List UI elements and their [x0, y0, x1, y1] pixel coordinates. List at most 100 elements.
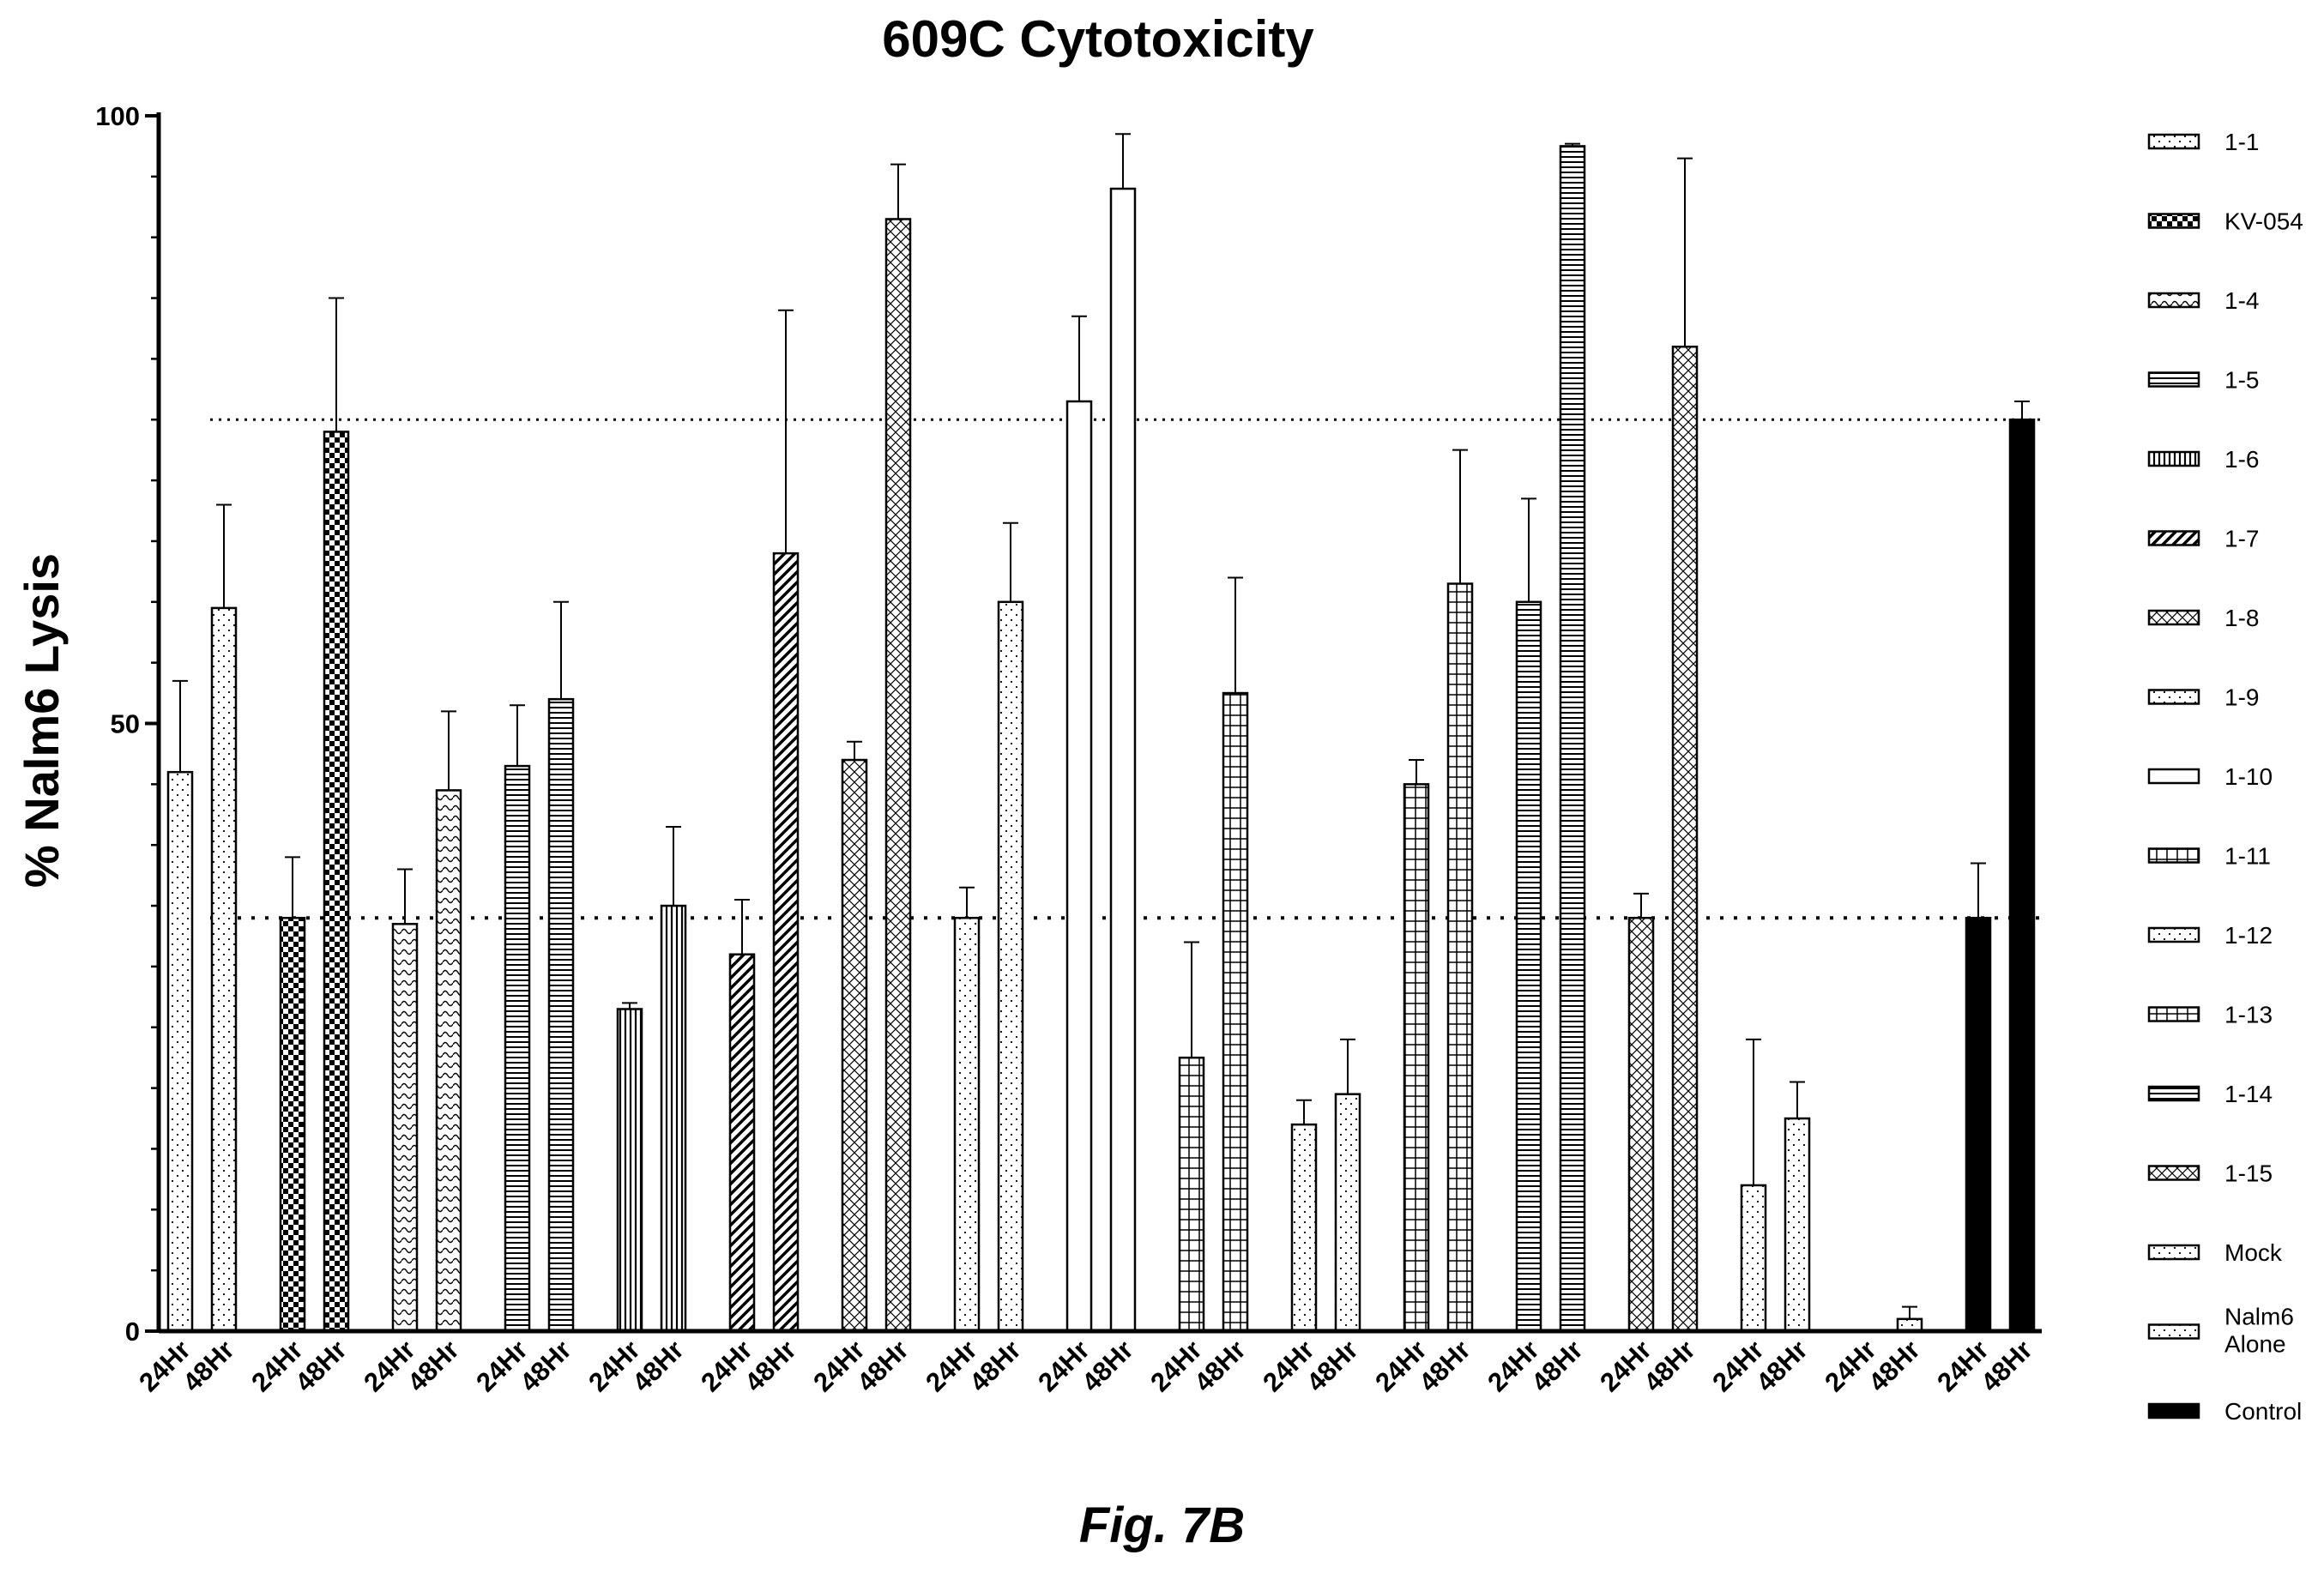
- error-bar-1-5-48hr: [553, 600, 569, 700]
- legend: 1-1 KV-054 1-4 1-5 1-6 1-7 1-8 1-9 1-10 1-11 1-12 1…: [2147, 129, 2303, 1425]
- error-bar-mock-24hr: [1746, 1038, 1761, 1185]
- y-tick-label: 100: [95, 101, 140, 131]
- bar-1-7-24hr: [728, 953, 756, 1333]
- error-bars: [172, 133, 2030, 1319]
- legend-label: 1-14: [2224, 1081, 2273, 1107]
- bar-1-8-24hr: [841, 758, 868, 1333]
- bar-1-14-24hr: [1515, 600, 1542, 1333]
- legend-label: Control: [2224, 1398, 2302, 1425]
- error-bar-1-6-48hr: [666, 825, 681, 907]
- bar-1-4-48hr: [435, 789, 462, 1333]
- legend-swatch: [2147, 530, 2200, 546]
- x-tick-label: 48Hr: [401, 1335, 464, 1397]
- y-axis-label: % Nalm6 Lysis: [15, 553, 69, 888]
- legend-swatch: [2147, 1085, 2200, 1102]
- error-bar-1-6-24hr: [622, 1002, 637, 1009]
- legend-swatch: [2147, 133, 2200, 150]
- legend-item-1-1: 1-1: [2147, 129, 2259, 155]
- error-bar-1-9-48hr: [1003, 521, 1018, 602]
- x-tick-label: 48Hr: [289, 1335, 352, 1397]
- x-tick-label: 48Hr: [626, 1335, 689, 1397]
- legend-item-kv-054: KV-054: [2147, 208, 2303, 235]
- legend-item-1-13: 1-13: [2147, 1002, 2273, 1028]
- legend-item-nalm6-alone: Nalm6 Alone: [2147, 1304, 2294, 1358]
- legend-swatch: [2147, 1244, 2200, 1261]
- legend-item-1-4: 1-4: [2147, 287, 2259, 314]
- bar-mock-24hr: [1740, 1184, 1767, 1333]
- legend-label: KV-054: [2224, 208, 2303, 235]
- error-bar-1-8-24hr: [847, 740, 862, 761]
- error-bar-1-15-48hr: [1677, 157, 1693, 347]
- error-bar-1-1-48hr: [216, 503, 232, 608]
- bar-1-10-48hr: [1109, 187, 1137, 1333]
- error-bar-control-24hr: [1971, 862, 1986, 919]
- x-tick-label: 48Hr: [851, 1335, 914, 1397]
- error-bar-1-11-48hr: [1228, 576, 1243, 694]
- bar-1-5-48hr: [547, 697, 575, 1333]
- legend-label: 1-10: [2224, 763, 2273, 790]
- error-bar-nalm6-alone-48hr: [1902, 1305, 1917, 1319]
- legend-swatch: [2147, 768, 2200, 785]
- legend-label: 1-9: [2224, 684, 2259, 711]
- error-bar-1-4-48hr: [441, 710, 456, 791]
- error-bar-1-13-24hr: [1409, 759, 1424, 785]
- legend-swatch: [2147, 450, 2200, 467]
- bar-1-8-48hr: [884, 218, 912, 1333]
- legend-item-1-14: 1-14: [2147, 1081, 2273, 1107]
- x-tick-label: 48Hr: [1413, 1335, 1476, 1397]
- error-bar-1-7-24hr: [734, 898, 750, 955]
- x-tick-label: 48Hr: [1076, 1335, 1138, 1397]
- legend-swatch: [2147, 847, 2200, 864]
- legend-item-1-15: 1-15: [2147, 1160, 2273, 1187]
- x-tick-label: 48Hr: [963, 1335, 1026, 1397]
- bar-kv-054-48hr: [323, 431, 350, 1333]
- bar-1-4-24hr: [391, 923, 419, 1333]
- x-tick-label: 48Hr: [1750, 1335, 1813, 1397]
- y-tick-label: 0: [125, 1317, 140, 1347]
- legend-label: 1-6: [2224, 446, 2259, 473]
- x-tick-label: 48Hr: [1862, 1335, 1925, 1397]
- legend-item-1-7: 1-7: [2147, 526, 2259, 552]
- legend-label: 1-15: [2224, 1160, 2273, 1187]
- error-bar-1-11-24hr: [1184, 941, 1199, 1058]
- x-tick-label: 48Hr: [1975, 1335, 2037, 1397]
- legend-item-1-12: 1-12: [2147, 922, 2273, 949]
- legend-swatch: [2147, 1165, 2200, 1181]
- error-bar-1-10-48hr: [1115, 133, 1131, 190]
- bar-1-14-48hr: [1559, 145, 1586, 1333]
- legend-label: 1-11: [2224, 843, 2271, 870]
- bar-1-11-24hr: [1178, 1056, 1205, 1333]
- x-tick-label: 48Hr: [1525, 1335, 1588, 1397]
- legend-swatch: [2147, 609, 2200, 626]
- legend-item-mock: Mock: [2147, 1239, 2283, 1266]
- bar-1-5-24hr: [504, 764, 531, 1333]
- legend-label: 1-7: [2224, 526, 2259, 552]
- x-tick-label: 48Hr: [177, 1335, 239, 1397]
- bar-1-6-24hr: [616, 1008, 643, 1333]
- legend-label: 1-5: [2224, 367, 2259, 394]
- error-bar-kv-054-48hr: [329, 297, 344, 432]
- bar-1-9-48hr: [997, 600, 1024, 1333]
- x-tick-label: 48Hr: [1301, 1335, 1363, 1397]
- x-tick-label: 48Hr: [1638, 1335, 1700, 1397]
- bar-control-24hr: [1965, 916, 1992, 1333]
- error-bar-1-7-48hr: [778, 309, 794, 554]
- legend-label: Nalm6 Alone: [2224, 1304, 2294, 1358]
- legend-item-1-5: 1-5: [2147, 367, 2259, 394]
- bar-1-12-24hr: [1290, 1123, 1318, 1333]
- legend-swatch: [2147, 926, 2200, 943]
- error-bar-kv-054-24hr: [285, 856, 300, 919]
- error-bar-1-14-48hr: [1565, 142, 1580, 147]
- x-tick-label: 48Hr: [739, 1335, 801, 1397]
- error-bar-control-48hr: [2014, 400, 2030, 420]
- error-bar-1-10-24hr: [1071, 315, 1087, 401]
- bar-1-12-48hr: [1334, 1093, 1361, 1333]
- error-bar-1-14-24hr: [1521, 497, 1536, 602]
- error-bar-1-1-24hr: [172, 679, 188, 773]
- legend-swatch: [2147, 213, 2200, 229]
- legend-label: 1-13: [2224, 1002, 2273, 1028]
- x-tick-label: 48Hr: [514, 1335, 576, 1397]
